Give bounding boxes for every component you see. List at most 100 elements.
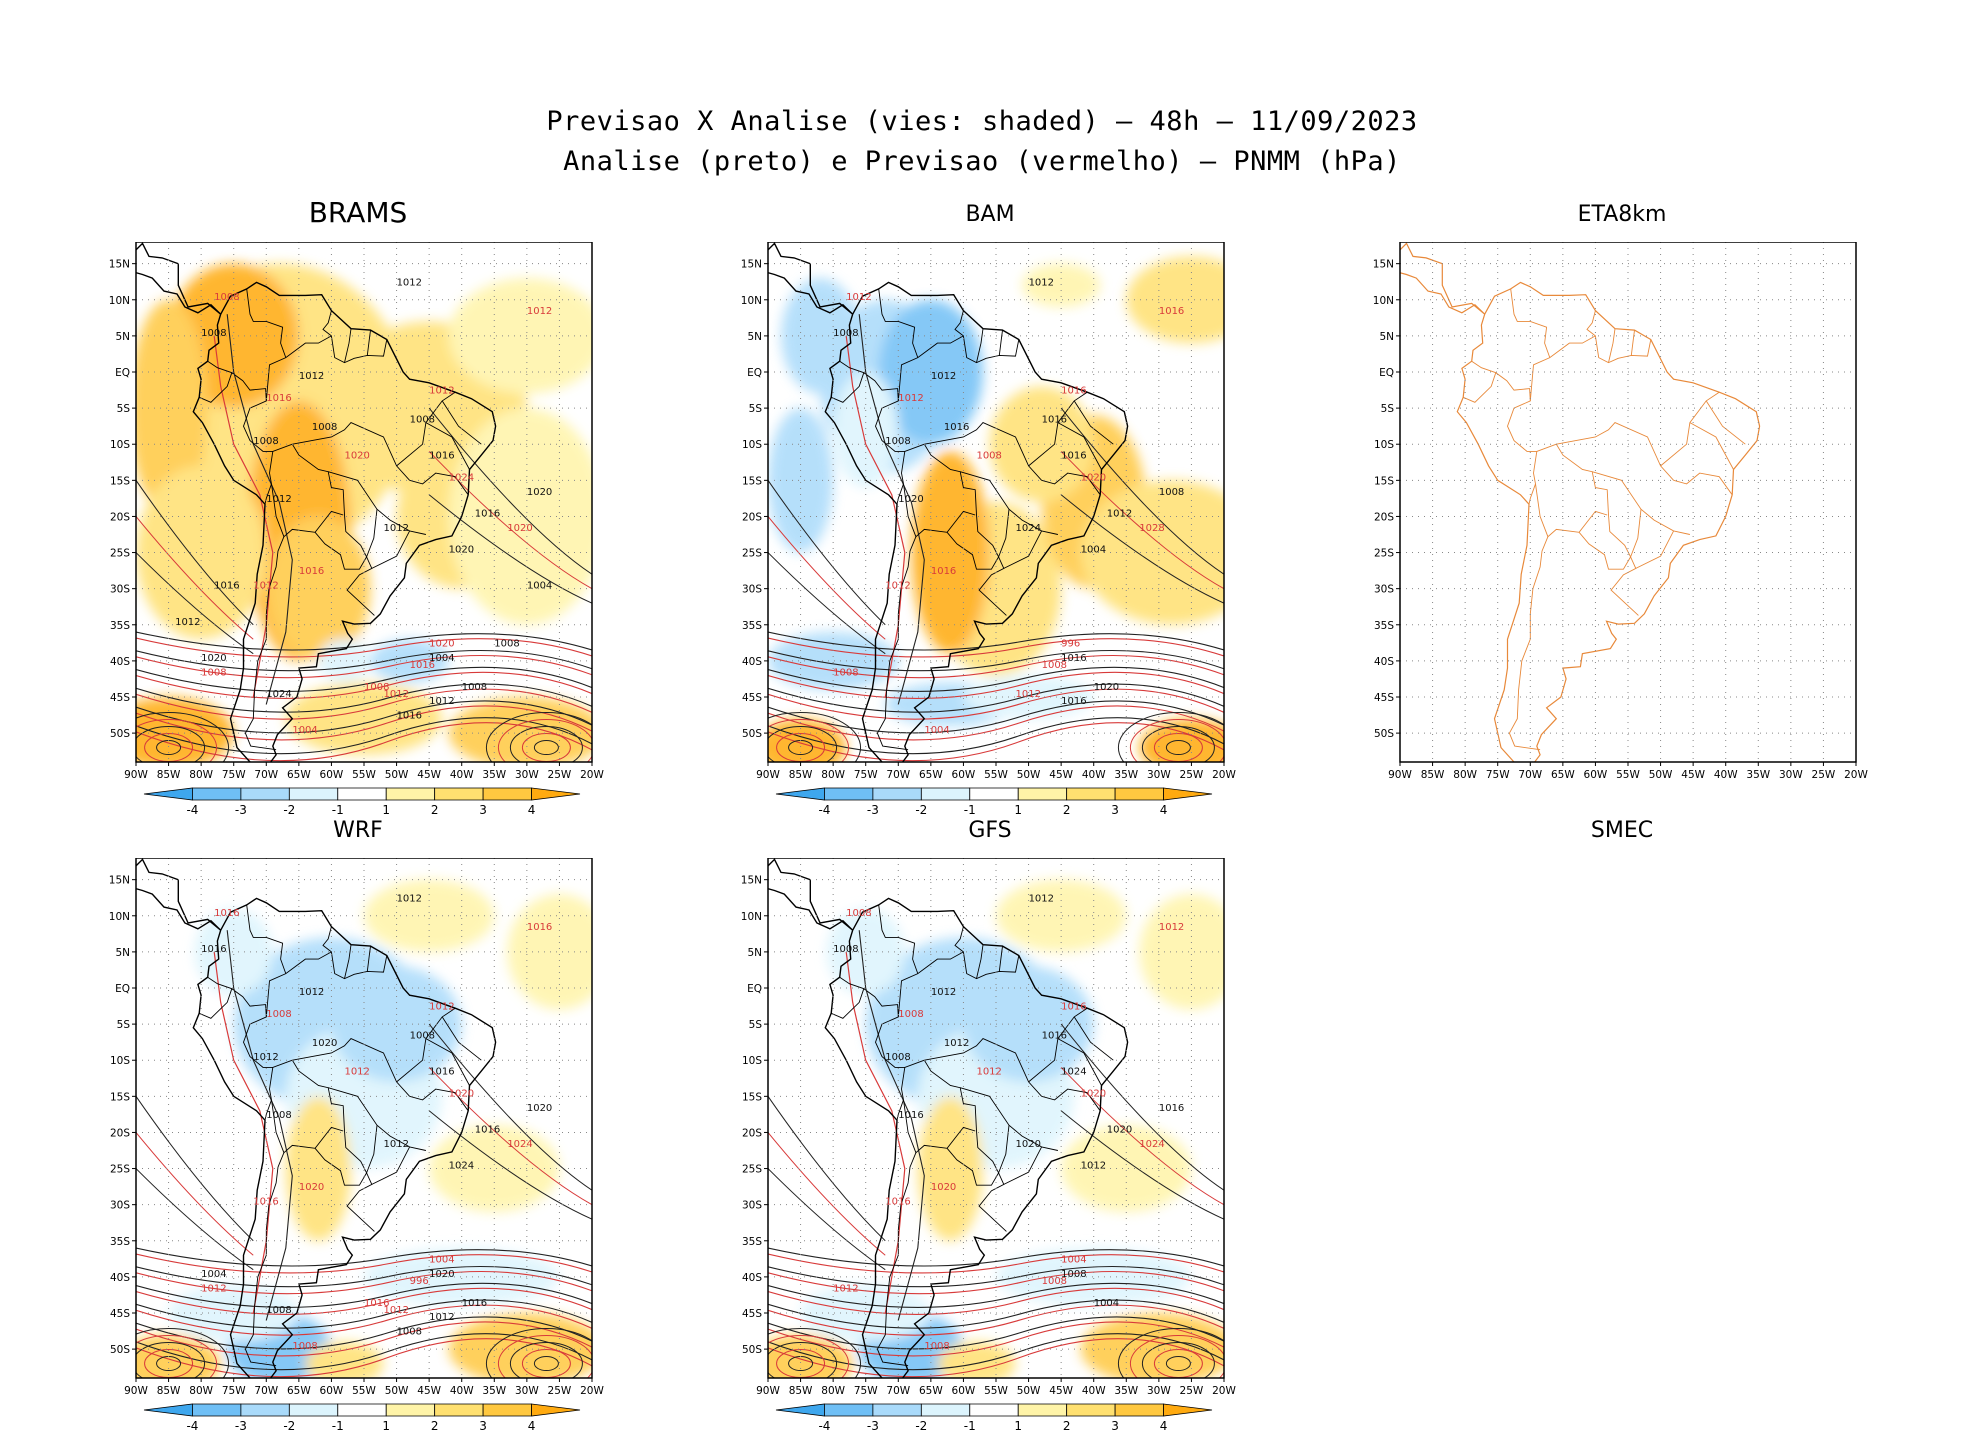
isobar-label-analysis: 1012 bbox=[397, 893, 422, 904]
high-pressure-isobar bbox=[428, 1023, 592, 1191]
low-pressure-isobar bbox=[768, 1328, 862, 1378]
country-border bbox=[246, 904, 287, 974]
forecast-isobar bbox=[768, 1253, 1224, 1274]
lat-tick-label: 10S bbox=[110, 439, 130, 451]
low-pressure-isobar bbox=[1129, 1335, 1224, 1378]
colorbar-segment bbox=[192, 1403, 242, 1417]
colorbar-tick-label: -4 bbox=[818, 1419, 830, 1433]
colorbar-segment bbox=[288, 1403, 339, 1417]
lat-tick-label: 10S bbox=[742, 439, 762, 451]
isobar-label-forecast: 1012 bbox=[846, 292, 871, 303]
isobar-label-forecast: 996 bbox=[1061, 638, 1080, 649]
lat-tick-label: EQ bbox=[1379, 367, 1394, 379]
forecast-isobar bbox=[136, 1271, 592, 1295]
isobar-label-forecast: 1008 bbox=[898, 1009, 923, 1020]
lon-tick-label: 50W bbox=[1017, 1385, 1041, 1397]
colorbar-segment bbox=[143, 787, 193, 801]
lon-tick-label: 30W bbox=[1147, 769, 1171, 781]
lat-tick-label: 15N bbox=[109, 875, 130, 887]
colorbar-segment bbox=[337, 787, 387, 801]
lon-tick-label: 50W bbox=[385, 1385, 409, 1397]
analysis-isobar bbox=[136, 700, 592, 734]
lat-tick-label: 5N bbox=[115, 947, 130, 959]
country-border bbox=[946, 1148, 999, 1186]
lat-tick-label: 15S bbox=[1374, 475, 1394, 487]
country-border bbox=[314, 1148, 367, 1186]
country-border bbox=[271, 483, 344, 538]
isobar-label-forecast: 1008 bbox=[846, 908, 871, 919]
lat-tick-label: 30S bbox=[110, 1200, 130, 1212]
bias-shading bbox=[833, 372, 899, 488]
low-pressure-isobar bbox=[533, 1356, 559, 1372]
isobar-label-analysis: 1016 bbox=[429, 1067, 454, 1078]
isobar-label-analysis: 1012 bbox=[253, 1052, 278, 1063]
country-border bbox=[409, 472, 469, 496]
bias-shading bbox=[996, 879, 1127, 952]
lon-tick-label: 70W bbox=[254, 1385, 278, 1397]
lon-tick-label: 90W bbox=[756, 769, 780, 781]
lat-tick-label: 50S bbox=[110, 1344, 130, 1356]
bias-shading bbox=[911, 451, 990, 654]
forecast-isobar bbox=[136, 671, 592, 699]
lat-tick-label: 10N bbox=[109, 911, 130, 923]
low-pressure-isobar bbox=[1117, 1328, 1224, 1378]
country-border bbox=[1041, 472, 1101, 496]
colorbar-segment bbox=[969, 1403, 1019, 1417]
bias-shading bbox=[364, 1248, 560, 1306]
lon-tick-label: 65W bbox=[1551, 769, 1575, 781]
isobar-label-analysis: 1012 bbox=[429, 1312, 454, 1323]
country-border bbox=[1673, 472, 1733, 496]
forecast-isobar bbox=[768, 1271, 1224, 1295]
isobar-label-analysis: 1012 bbox=[397, 277, 422, 288]
isobar-label-analysis: 1020 bbox=[449, 545, 474, 556]
isobar-label-forecast: 1016 bbox=[253, 1197, 278, 1208]
lon-tick-label: 25W bbox=[1180, 1385, 1204, 1397]
colorbar-segment bbox=[1066, 1403, 1116, 1417]
map-plot: 1012101210081008101610161020102410161012… bbox=[741, 241, 1236, 817]
analysis-isobar bbox=[768, 1247, 1224, 1267]
isobar-label-forecast: 1012 bbox=[833, 1283, 858, 1294]
lon-tick-label: 25W bbox=[548, 769, 572, 781]
isobar-label-analysis: 1020 bbox=[1016, 1139, 1041, 1150]
lat-tick-label: 35S bbox=[742, 1236, 762, 1248]
country-border bbox=[366, 509, 378, 558]
forecast-isobar bbox=[136, 1321, 592, 1357]
isobar-label-analysis: 1012 bbox=[299, 371, 324, 382]
lon-tick-label: 55W bbox=[352, 769, 376, 781]
low-pressure-isobar bbox=[1165, 1356, 1191, 1372]
lat-tick-label: 35S bbox=[1374, 620, 1394, 632]
country-border bbox=[1705, 400, 1746, 445]
colorbar: -4 -3 -2 -1 1 2 3 4 bbox=[143, 1403, 581, 1433]
analysis-isobar bbox=[136, 666, 592, 692]
analysis-isobar bbox=[768, 666, 1224, 692]
high-pressure-isobar bbox=[768, 1132, 886, 1256]
country-border bbox=[344, 944, 352, 979]
colorbar-tick-label: 3 bbox=[1111, 1419, 1119, 1433]
lat-tick-label: 40S bbox=[110, 1272, 130, 1284]
lat-tick-label: 15N bbox=[741, 875, 762, 887]
colorbar-segment bbox=[385, 787, 436, 801]
lon-tick-label: 65W bbox=[919, 1385, 943, 1397]
lon-tick-label: 40W bbox=[450, 769, 474, 781]
isobar-label-forecast: 1008 bbox=[1042, 660, 1067, 671]
isobar-label-forecast: 1020 bbox=[449, 1088, 474, 1099]
lon-tick-label: 30W bbox=[515, 1385, 539, 1397]
analysis-isobar bbox=[226, 930, 293, 1321]
map-plot: 1012101210161012102010081008101210161016… bbox=[109, 857, 604, 1433]
lon-tick-label: 45W bbox=[1049, 769, 1073, 781]
colorbar-segment bbox=[385, 1403, 436, 1417]
low-pressure-isobar bbox=[1141, 726, 1215, 762]
country-border bbox=[1556, 422, 1674, 481]
analysis-isobar bbox=[858, 930, 925, 1321]
colorbar-segment bbox=[143, 1403, 193, 1417]
isobar-label-analysis: 1008 bbox=[201, 328, 226, 339]
isobar-label-analysis: 1012 bbox=[1029, 893, 1054, 904]
high-pressure-isobar bbox=[1060, 1067, 1224, 1206]
coastline-south-america bbox=[192, 897, 497, 1378]
isobar-label-forecast: 1012 bbox=[1016, 689, 1041, 700]
country-border bbox=[946, 532, 999, 570]
lon-tick-label: 60W bbox=[952, 769, 976, 781]
high-pressure-isobar bbox=[768, 480, 886, 626]
forecast-isobar bbox=[768, 705, 1224, 741]
bias-shading bbox=[331, 966, 462, 1082]
